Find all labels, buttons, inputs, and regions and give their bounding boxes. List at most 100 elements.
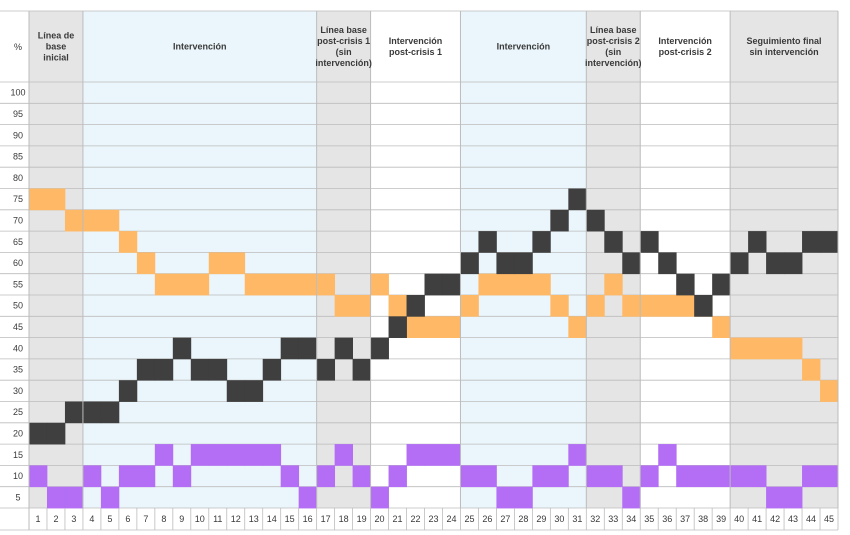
x-tick-label: 23 — [428, 514, 438, 524]
x-tick-label: 15 — [285, 514, 295, 524]
phase-label: Línea de base inicial — [38, 31, 75, 63]
data-cell — [154, 444, 174, 466]
y-tick-label: 90 — [13, 130, 23, 140]
phase-label: Intervención — [497, 42, 551, 52]
data-cell — [64, 486, 84, 509]
data-cell — [478, 465, 497, 488]
x-tick-label: 3 — [71, 514, 76, 524]
x-tick-label: 35 — [644, 514, 654, 524]
data-cell — [352, 295, 371, 317]
phase-label-line: Línea base — [320, 25, 367, 35]
data-cell — [478, 231, 497, 253]
data-cell — [460, 465, 479, 488]
phase-label-line: Línea de — [38, 31, 75, 41]
x-tick-label: 37 — [680, 514, 690, 524]
data-cell — [622, 295, 641, 317]
x-tick-label: 11 — [213, 514, 222, 524]
phase-band — [82, 11, 317, 508]
data-cell — [29, 465, 48, 488]
data-cell — [424, 316, 443, 338]
data-cell — [208, 444, 228, 466]
y-tick-label: 50 — [13, 301, 23, 311]
data-cell — [712, 316, 731, 338]
x-tick-label: 17 — [321, 514, 331, 524]
phase-label-line: Intervención — [497, 42, 551, 52]
data-cell — [316, 358, 336, 381]
data-cell — [64, 401, 84, 424]
x-tick-label: 21 — [393, 514, 403, 524]
y-tick-label: 45 — [13, 322, 23, 332]
phase-label-line: Seguimiento final — [747, 36, 822, 46]
x-tick-label: 31 — [572, 514, 582, 524]
data-cell — [208, 358, 228, 381]
data-cell — [676, 465, 695, 488]
x-tick-label: 13 — [249, 514, 259, 524]
data-cell — [766, 252, 785, 275]
phase-band — [316, 11, 371, 508]
data-cell — [172, 465, 192, 488]
x-tick-label: 9 — [179, 514, 184, 524]
data-cell — [568, 444, 587, 466]
series-2 — [29, 444, 839, 509]
data-cell — [550, 209, 569, 232]
data-cell — [190, 444, 210, 466]
series-1 — [29, 188, 839, 445]
data-cell — [244, 444, 264, 466]
data-cell — [820, 465, 839, 488]
data-cell — [784, 252, 803, 275]
data-cell — [694, 295, 713, 317]
x-tick-label: 43 — [788, 514, 798, 524]
x-tick-label: 29 — [536, 514, 546, 524]
phase-label-line: post-crisis 1 — [389, 47, 442, 57]
data-cell — [334, 295, 353, 317]
data-cell — [766, 337, 785, 360]
data-cell — [622, 252, 641, 275]
series-0 — [29, 188, 839, 402]
data-cell — [82, 209, 102, 232]
data-cell — [388, 316, 407, 338]
data-cell — [802, 465, 821, 488]
y-tick-label: 35 — [13, 365, 23, 375]
x-tick-label: 41 — [752, 514, 762, 524]
data-cell — [640, 295, 659, 317]
data-cell — [262, 273, 282, 296]
phase-label: Seguimiento final sin intervención — [747, 36, 822, 57]
y-tick-label: 25 — [13, 407, 23, 417]
x-tick-label: 39 — [716, 514, 726, 524]
x-tick-label: 32 — [590, 514, 600, 524]
data-cell — [118, 231, 138, 253]
data-cell — [388, 465, 407, 488]
data-cell — [784, 337, 803, 360]
data-cell — [748, 231, 767, 253]
y-tick-label: 10 — [13, 471, 23, 481]
data-cell — [154, 273, 174, 296]
phase-label-line: sin intervención — [750, 47, 819, 57]
data-cell — [532, 231, 551, 253]
data-cell — [730, 465, 749, 488]
data-cell — [442, 316, 461, 338]
data-cell — [640, 465, 659, 488]
data-cell — [460, 252, 479, 275]
phase-label-line: (sin — [605, 47, 621, 57]
x-axis: 1 2 3 4 5 6 7 8 9 10 11 12 13 14 15 16 17 18 19 20 21 22 23 24 2… — [28, 508, 839, 530]
phase-label: Línea base post-crisis 1 (sin intervención) — [315, 25, 372, 68]
data-cell — [496, 252, 515, 275]
y-tick-label: 70 — [13, 215, 23, 225]
x-tick-label: 12 — [231, 514, 241, 524]
data-cell — [298, 337, 318, 360]
data-cell — [406, 444, 425, 466]
x-tick-label: 6 — [125, 514, 130, 524]
y-tick-label: 40 — [13, 343, 23, 353]
data-cell — [64, 209, 84, 232]
x-tick-label: 16 — [303, 514, 313, 524]
data-cell — [190, 358, 210, 381]
data-cell — [424, 273, 443, 296]
data-cell — [136, 465, 156, 488]
data-cell — [784, 486, 803, 509]
data-cell — [496, 273, 515, 296]
data-cell — [388, 295, 407, 317]
x-tick-label: 22 — [411, 514, 421, 524]
x-tick-label: 36 — [662, 514, 672, 524]
x-tick-label: 33 — [608, 514, 618, 524]
phase-labels: Línea de base inicial Intervención Línea bas… — [38, 25, 822, 68]
